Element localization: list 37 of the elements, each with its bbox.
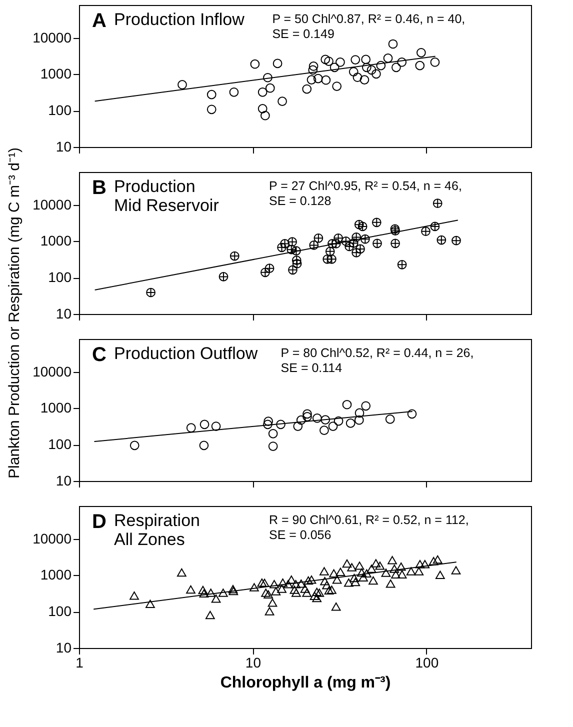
text: Respiration All Zones: [114, 511, 200, 549]
annotation: R = 90 Chl^0.61, R² = 0.52, n = 112,: [269, 513, 469, 527]
y-tick-label: 10: [56, 640, 72, 656]
chart-subtitle: Production Outflow: [114, 344, 258, 363]
y-tick-label: 1000: [40, 400, 72, 416]
chart-title: B: [92, 177, 106, 199]
chart-title: C: [92, 344, 106, 366]
x-tick-label: 10: [245, 654, 262, 670]
text: Production Mid Reservoir: [114, 177, 220, 215]
y-tick-label: 10: [56, 138, 72, 154]
y-tick-label: 100: [48, 269, 72, 286]
chart-title: D: [92, 511, 106, 533]
y-axis-title: Plankton Production or Respiration (mg C m⁻³ d⁻¹): [6, 148, 23, 478]
annotation: SE = 0.128: [269, 194, 332, 208]
annotation: SE = 0.149: [272, 27, 334, 41]
y-tick-label: 10000: [32, 363, 72, 380]
annotation: SE = 0.056: [269, 528, 332, 542]
y-tick-label: 10000: [32, 196, 72, 212]
annotation: P = 27 Chl^0.95, R² = 0.54, n = 46,: [269, 179, 462, 193]
chart-subtitle: Production Inflow: [114, 10, 246, 29]
y-tick-label: 10: [56, 306, 72, 322]
x-tick-label: 1: [76, 654, 84, 670]
y-tick-label: 10000: [32, 530, 72, 546]
y-tick-label: 1000: [40, 566, 72, 583]
y-tick-label: 100: [48, 102, 72, 118]
chart-title: A: [92, 10, 106, 32]
y-tick-label: 100: [48, 603, 72, 620]
annotation: SE = 0.114: [280, 361, 342, 375]
y-tick-label: 100: [48, 436, 72, 452]
y-tick-label: 10: [56, 472, 72, 488]
y-tick-label: 10000: [32, 29, 72, 46]
y-tick-label: 1000: [40, 232, 72, 249]
annotation: P = 50 Chl^0.87, R² = 0.46, n = 40,: [272, 12, 466, 26]
annotation: P = 80 Chl^0.52, R² = 0.44, n = 26,: [280, 346, 474, 360]
x-tick-label: 100: [415, 654, 439, 670]
x-axis-title: Chlorophyll a (mg m⁻³): [220, 674, 391, 692]
y-tick-label: 1000: [40, 66, 72, 82]
